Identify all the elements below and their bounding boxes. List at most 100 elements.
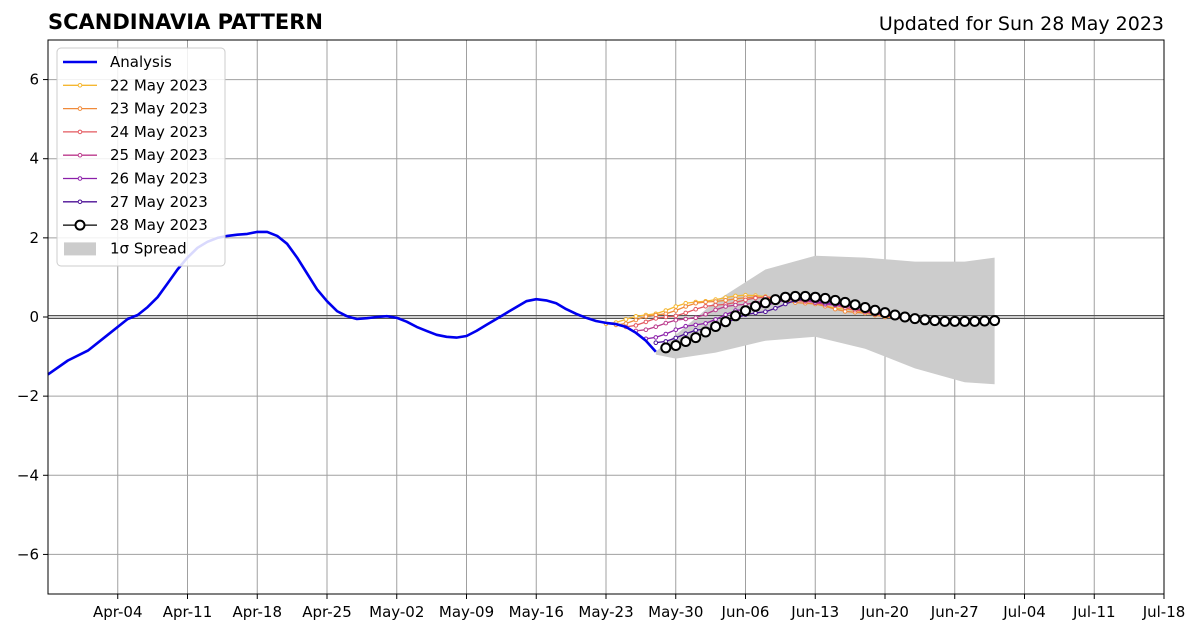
forecast-point [683, 331, 689, 337]
x-tick-label: May-16 [509, 603, 564, 621]
forecast-point [713, 299, 718, 304]
latest-forecast-point [879, 307, 891, 319]
x-axis-ticks: Apr-04 Apr-11 Apr-18 Apr-25 May-02 May-09 May-… [93, 594, 1185, 621]
legend-swatch-marker [77, 199, 83, 205]
forecast-point [633, 323, 639, 328]
x-tick-label: Jun-20 [860, 603, 909, 621]
x-tick-label: Jun-27 [930, 603, 979, 621]
legend-entry: Analysis [63, 53, 172, 71]
legend-label: 27 May 2023 [110, 193, 208, 211]
legend-swatch-marker [77, 176, 83, 181]
legend-entry: 22 May 2023 [63, 76, 208, 94]
y-tick-label: −4 [17, 466, 39, 484]
latest-forecast-point [989, 315, 1001, 327]
forecast-point [753, 295, 758, 301]
legend-swatch-marker [77, 152, 83, 158]
x-tick-label: Jul-04 [1002, 603, 1046, 621]
forecast-point [673, 304, 679, 309]
forecast-point [693, 327, 699, 333]
forecast-point [663, 320, 669, 326]
legend-entry: 27 May 2023 [63, 193, 208, 211]
latest-forecast-point [899, 311, 911, 323]
forecast-point [653, 340, 659, 346]
legend-swatch-marker [77, 106, 83, 111]
forecast-point [693, 300, 699, 306]
latest-forecast-point [759, 297, 771, 309]
forecast-point [763, 309, 768, 315]
latest-forecast-point [809, 291, 821, 303]
latest-forecast-point [849, 299, 861, 311]
chart-title: SCANDINAVIA PATTERN [48, 10, 323, 34]
latest-forecast-point [819, 292, 831, 304]
y-tick-label: 6 [29, 71, 39, 89]
forecast-point [633, 317, 639, 323]
legend-entry: 28 May 2023 [63, 216, 208, 234]
latest-forecast-point [949, 315, 961, 327]
forecast-point [643, 319, 649, 325]
latest-forecast-point [740, 305, 751, 317]
forecast-point [643, 314, 649, 319]
x-tick-label: Jul-11 [1072, 603, 1116, 621]
latest-forecast-point [700, 326, 712, 338]
forecast-point [623, 317, 629, 322]
latest-forecast-point [969, 315, 981, 327]
latest-forecast-point [779, 291, 791, 303]
latest-forecast-point [799, 290, 811, 302]
legend-entry: 25 May 2023 [63, 146, 208, 164]
legend-label: 22 May 2023 [110, 76, 208, 94]
legend-swatch-marker [74, 219, 86, 231]
forecast-point [703, 304, 708, 309]
x-tick-label: Apr-18 [233, 603, 283, 621]
forecast-point [683, 316, 689, 322]
y-tick-label: −6 [17, 545, 39, 563]
forecast-point [653, 316, 659, 321]
forecast-point [633, 314, 639, 319]
x-tick-label: Apr-04 [93, 603, 143, 621]
spread-area [655, 255, 995, 385]
legend-label: 1σ Spread [110, 239, 187, 257]
latest-forecast-point [959, 315, 971, 327]
y-tick-label: 0 [29, 308, 39, 326]
latest-forecast-point [919, 314, 931, 326]
forecast-point [723, 312, 728, 317]
latest-forecast-point [829, 294, 841, 306]
forecast-point [733, 302, 738, 308]
forecast-point [703, 299, 708, 305]
forecast-point [713, 317, 718, 322]
latest-forecast-point [670, 340, 682, 351]
forecast-point [673, 327, 679, 333]
latest-forecast-point [750, 300, 761, 312]
latest-forecast-point [859, 302, 871, 313]
forecast-point [713, 307, 718, 313]
forecast-point [703, 311, 708, 317]
legend-box [56, 47, 226, 267]
latest-forecast-point [889, 309, 901, 321]
legend-swatch-marker [77, 129, 83, 135]
latest-forecast-point [979, 315, 991, 327]
legend-entry: 26 May 2023 [63, 170, 208, 188]
forecast-point [703, 321, 708, 326]
y-tick-label: 2 [29, 229, 39, 247]
forecast-point [663, 331, 669, 337]
latest-forecast-point [720, 316, 732, 328]
latest-forecast-point [909, 313, 921, 325]
forecast-point [653, 324, 659, 330]
latest-forecast-series [660, 290, 1001, 354]
forecast-point [683, 304, 689, 309]
x-tick-label: May-09 [439, 603, 494, 621]
legend-swatch-marker [77, 83, 83, 88]
forecast-point [693, 306, 699, 312]
forecast-point [653, 335, 659, 340]
forecast-point [783, 301, 788, 307]
x-tick-label: May-02 [369, 603, 424, 621]
forecast-point [723, 298, 728, 303]
forecast-point [723, 304, 728, 309]
legend-entry: 1σ Spread [64, 239, 187, 257]
spread-band [655, 255, 995, 385]
latest-forecast-point [839, 296, 851, 308]
y-tick-label: 4 [29, 150, 39, 168]
forecast-point [693, 315, 699, 321]
forecast-point [673, 317, 679, 323]
forecast-point [693, 322, 699, 328]
